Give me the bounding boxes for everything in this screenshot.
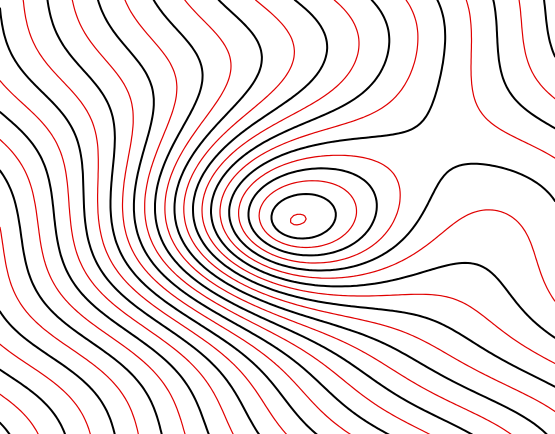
contour-line-minor xyxy=(71,0,352,434)
contour-line-minor xyxy=(0,80,234,434)
contour-line-major xyxy=(0,169,163,434)
contour-line-major xyxy=(0,421,11,434)
contour-line-minor xyxy=(183,0,555,413)
contour-line-minor xyxy=(164,0,512,434)
contour-line-major xyxy=(46,0,318,434)
contour-line-major xyxy=(0,368,66,434)
contour-line-major xyxy=(210,0,555,339)
contour-line-major xyxy=(0,7,261,434)
contour-line-minor xyxy=(290,213,307,226)
contour-line-minor xyxy=(0,139,186,434)
contour-line-major xyxy=(0,111,210,434)
contour-line-major xyxy=(270,0,555,240)
contour-line-minor xyxy=(124,0,431,434)
contour-line-minor xyxy=(0,393,39,434)
contour-line-major xyxy=(152,0,474,434)
contour-line-minor xyxy=(201,0,555,365)
contour-line-minor xyxy=(219,0,555,302)
contour-line-major xyxy=(192,0,555,388)
contour-line-minor xyxy=(258,0,555,249)
contour-line-major xyxy=(173,0,548,434)
contour-line-minor xyxy=(0,343,91,434)
contour-line-major xyxy=(0,310,116,434)
contour-line-minor xyxy=(22,0,288,434)
contour-line-minor xyxy=(238,0,555,264)
contour-line-minor xyxy=(0,226,139,434)
contour-line-major xyxy=(228,0,555,272)
contour-line-major xyxy=(247,0,555,257)
contour-line-major xyxy=(97,0,390,434)
